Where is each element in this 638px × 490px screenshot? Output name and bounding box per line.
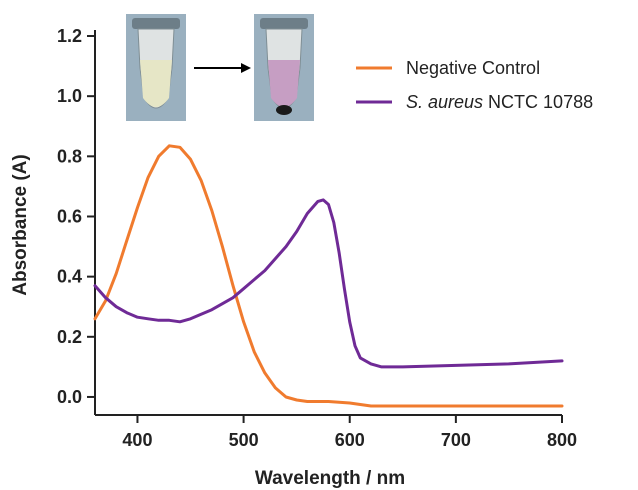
axes [94,30,562,416]
legend-label-s-aureus-rest: NCTC 10788 [483,92,593,112]
y-axis-title: Absorbance (A) [10,154,31,295]
arrow-right-icon [194,63,251,73]
y-tick-label: 1.0 [57,86,82,106]
tube-photo-before [126,14,186,121]
x-tick-label: 800 [547,430,577,450]
x-tick-label: 500 [229,430,259,450]
tube-after-liquid [268,60,300,107]
legend-label-negative-control: Negative Control [406,58,540,78]
series-lines [93,144,564,408]
x-axis-title: Wavelength / nm [255,468,405,489]
y-tick-label: 0.0 [57,387,82,407]
series-line-s-aureus [93,198,564,369]
legend-item-negative-control: Negative Control [356,58,540,78]
tube-before-liquid [140,60,172,107]
y-tick-label: 0.4 [57,267,82,287]
legend-label-s-aureus: S. aureus NCTC 10788 [406,92,593,112]
x-tick-label: 700 [441,430,471,450]
y-axis-ticks: 0.0 0.2 0.4 0.6 0.8 1.0 1.2 [57,26,95,407]
x-axis-ticks: 400 500 600 700 800 [122,415,577,450]
x-tick-label: 600 [335,430,365,450]
legend-label-s-aureus-italic: S. aureus [406,92,483,112]
tube-inset [126,14,314,121]
y-tick-label: 0.8 [57,146,82,166]
legend: Negative Control S. aureus NCTC 10788 [356,58,593,112]
y-tick-label: 1.2 [57,26,82,46]
series-line-negative-control [93,144,564,408]
x-tick-label: 400 [122,430,152,450]
legend-item-s-aureus: S. aureus NCTC 10788 [356,92,593,112]
y-tick-label: 0.2 [57,327,82,347]
tube-after-pellet [276,105,292,115]
y-tick-label: 0.6 [57,206,82,226]
tube-photo-after [254,14,314,121]
